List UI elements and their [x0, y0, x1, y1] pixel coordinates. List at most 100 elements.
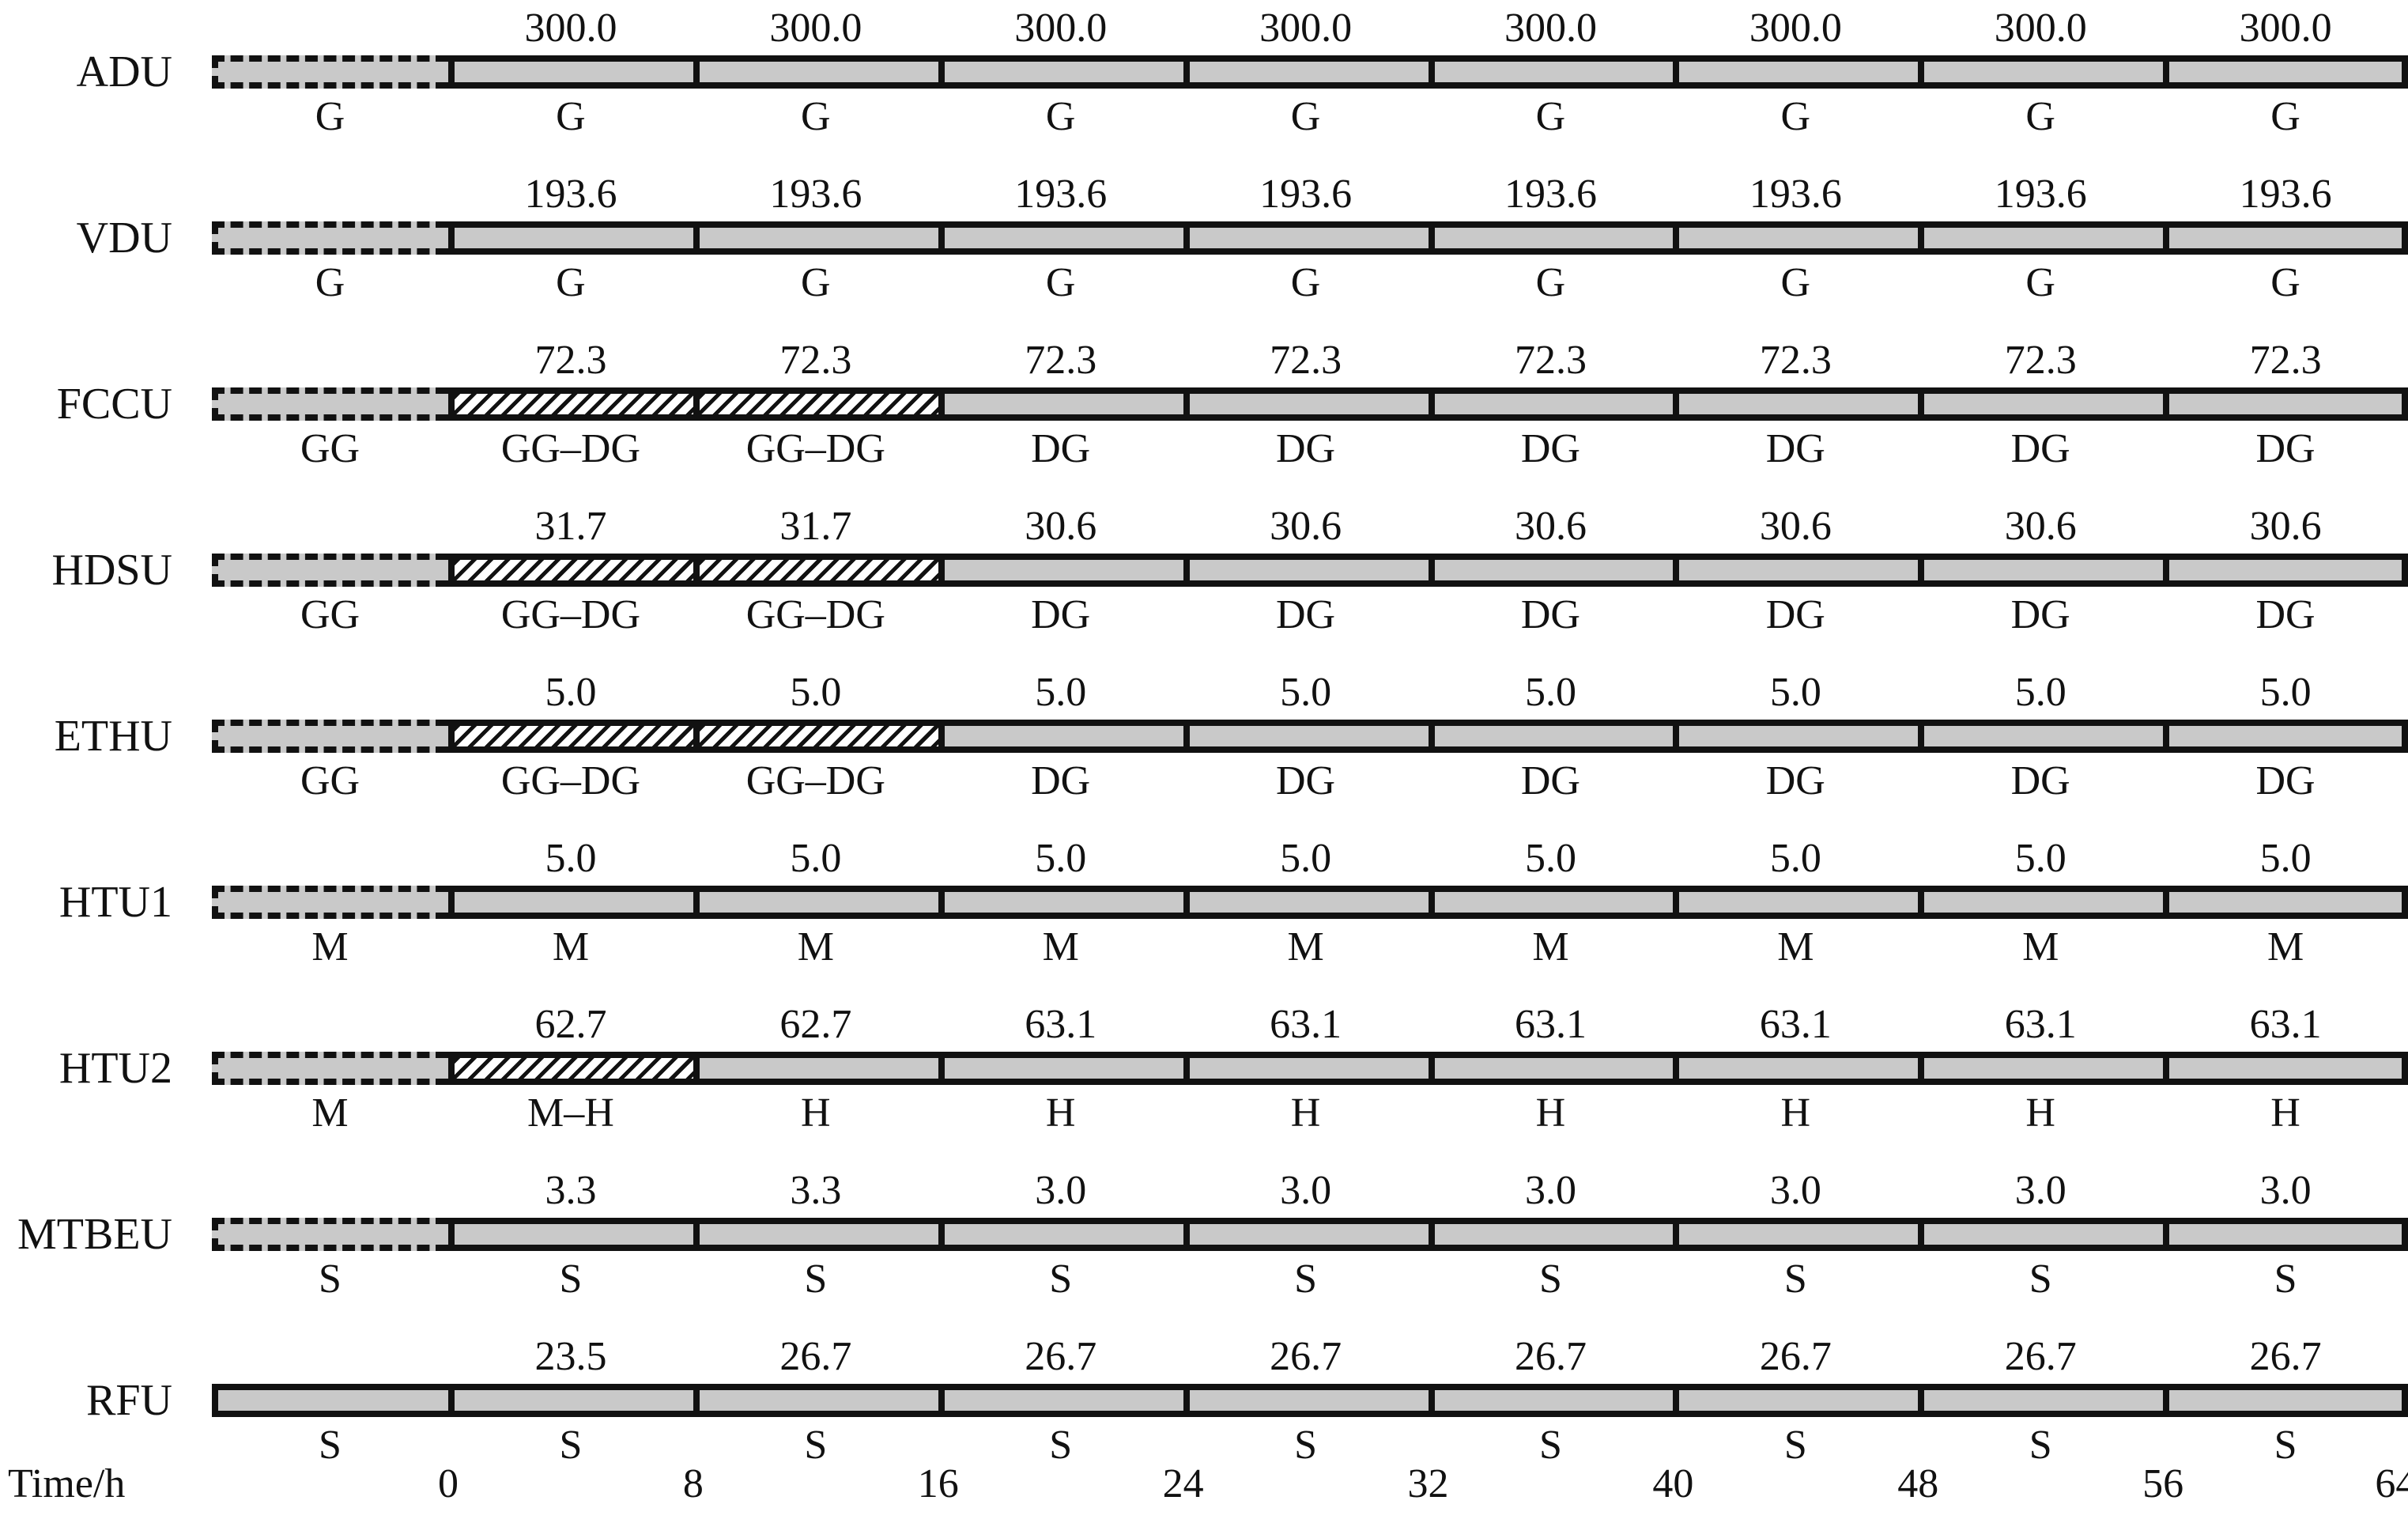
segment-value: 300.0: [769, 6, 862, 51]
unit-row-vdu: VDU G 193.6 G 193.6 G 193.6 G 193.6 G 193.6 G 193.6 G…: [0, 166, 2408, 332]
bar-segment: [1918, 1052, 2164, 1085]
segment-value: 5.0: [2259, 670, 2312, 715]
segment-value: 193.6: [1504, 172, 1597, 217]
bar-segment: [1183, 55, 1429, 89]
segment-mode-label: DG: [1765, 758, 1825, 803]
segment-mode-label: S: [2029, 1257, 2052, 1302]
segment-mode-label: G: [1290, 94, 1321, 139]
pre-mode-label: G: [315, 94, 345, 139]
bar-segment: [1673, 886, 1919, 919]
bar-segment: [1918, 55, 2164, 89]
segment-mode-label: DG: [1520, 592, 1580, 637]
segment-value: 72.3: [779, 338, 852, 383]
bar-segment: [1428, 1052, 1674, 1085]
segment-value: 26.7: [1514, 1334, 1587, 1379]
segment-value: 3.0: [1769, 1168, 1821, 1213]
segment-mode-label: H: [1290, 1090, 1321, 1136]
segment-value: 26.7: [2249, 1334, 2322, 1379]
bar-segment: [693, 55, 938, 89]
segment-value: 26.7: [1270, 1334, 1342, 1379]
segment-value: 5.0: [545, 836, 597, 881]
segment-mode-label: S: [559, 1257, 583, 1302]
segment-value: 30.6: [1514, 504, 1587, 549]
segment-value: 193.6: [769, 172, 862, 217]
segment-value: 72.3: [534, 338, 607, 383]
bar-segment: [1428, 1384, 1674, 1417]
segment-value: 5.0: [1524, 670, 1576, 715]
segment-mode-label: M: [797, 924, 834, 969]
segment-mode-label: M: [2266, 924, 2304, 969]
time-tick: 8: [682, 1461, 704, 1506]
segment-value: 193.6: [1749, 172, 1842, 217]
segment-value: 5.0: [1280, 670, 1332, 715]
pre-bar-cell: [212, 720, 448, 753]
segment-value: 62.7: [779, 1002, 852, 1047]
bar-segment: [693, 554, 938, 587]
segment-value: 26.7: [779, 1334, 852, 1379]
bar-segment: [1673, 1052, 1919, 1085]
bar-segment: [1673, 1384, 1919, 1417]
segment-value: 5.0: [1769, 836, 1821, 881]
pre-bar-cell: [212, 55, 448, 89]
segment-value: 3.0: [2259, 1168, 2312, 1213]
segment-value: 5.0: [2259, 836, 2312, 881]
segment-value: 72.3: [2004, 338, 2077, 383]
pre-mode-label: M: [311, 1090, 349, 1136]
pre-mode-label: G: [315, 260, 345, 305]
segment-value: 3.0: [1035, 1168, 1087, 1213]
unit-row-rfu: RFU S 23.5 S 26.7 S 26.7 S 26.7 S 26.7 S 26.7 S 26.7 S 2…: [0, 1328, 2408, 1495]
unit-label: HDSU: [51, 546, 172, 595]
bar-segment: [1183, 1384, 1429, 1417]
bar-segment: [1428, 221, 1674, 255]
segment-value: 300.0: [1749, 6, 1842, 51]
pre-bar-cell: [212, 1384, 448, 1417]
segment-value: 5.0: [2014, 670, 2066, 715]
segment-mode-label: DG: [1031, 758, 1091, 803]
segment-mode-label: GG–DG: [500, 758, 641, 803]
segment-mode-label: S: [1049, 1257, 1073, 1302]
bar-segment: [1673, 221, 1919, 255]
bar-segment: [1183, 720, 1429, 753]
segment-mode-label: DG: [2255, 426, 2316, 471]
bar-segment: [1428, 554, 1674, 587]
unit-row-htu1: HTU1 M 5.0 M 5.0 M 5.0 M 5.0 M 5.0 M 5.0 M 5.0 M 5.0 M: [0, 830, 2408, 996]
segment-mode-label: M: [1777, 924, 1814, 969]
bar-segment: [1673, 55, 1919, 89]
pre-mode-label: M: [311, 924, 349, 969]
segment-mode-label: GG–DG: [745, 758, 885, 803]
segment-mode-label: S: [2274, 1257, 2297, 1302]
bar-segment: [1918, 1384, 2164, 1417]
segment-value: 26.7: [1025, 1334, 1097, 1379]
bar-segment: [448, 1384, 693, 1417]
pre-bar-cell: [212, 1218, 448, 1251]
segment-mode-label: S: [2274, 1423, 2297, 1468]
segment-mode-label: DG: [1765, 426, 1825, 471]
time-tick: 40: [1652, 1461, 1694, 1506]
segment-mode-label: DG: [1520, 758, 1580, 803]
unit-label: FCCU: [56, 380, 172, 429]
unit-row-fccu: FCCU GG 72.3 GG–DG 72.3 GG–DG 72.3 DG 72.3 DG 72.3…: [0, 332, 2408, 498]
segment-mode-label: GG–DG: [500, 426, 641, 471]
segment-value: 72.3: [1759, 338, 1832, 383]
bar-segment: [1918, 221, 2164, 255]
segment-mode-label: G: [1045, 94, 1076, 139]
bar-segment: [2163, 554, 2408, 587]
segment-value: 3.0: [2014, 1168, 2066, 1213]
bar-segment: [693, 387, 938, 421]
segment-mode-label: DG: [2255, 592, 2316, 637]
segment-value: 300.0: [1504, 6, 1597, 51]
segment-value: 5.0: [2014, 836, 2066, 881]
segment-value: 300.0: [2239, 6, 2332, 51]
segment-mode-label: DG: [2010, 758, 2070, 803]
bar-segment: [448, 1052, 693, 1085]
segment-mode-label: DG: [2010, 592, 2070, 637]
segment-value: 63.1: [2004, 1002, 2077, 1047]
time-axis: Time/h 0 8 16 24 32 40 48 56 64: [0, 1461, 2408, 1518]
bar-segment: [2163, 720, 2408, 753]
bar-segment: [1428, 886, 1674, 919]
time-tick: 24: [1162, 1461, 1204, 1506]
pre-bar-cell: [212, 1052, 448, 1085]
segment-value: 5.0: [1280, 836, 1332, 881]
unit-label: HTU2: [59, 1044, 172, 1093]
